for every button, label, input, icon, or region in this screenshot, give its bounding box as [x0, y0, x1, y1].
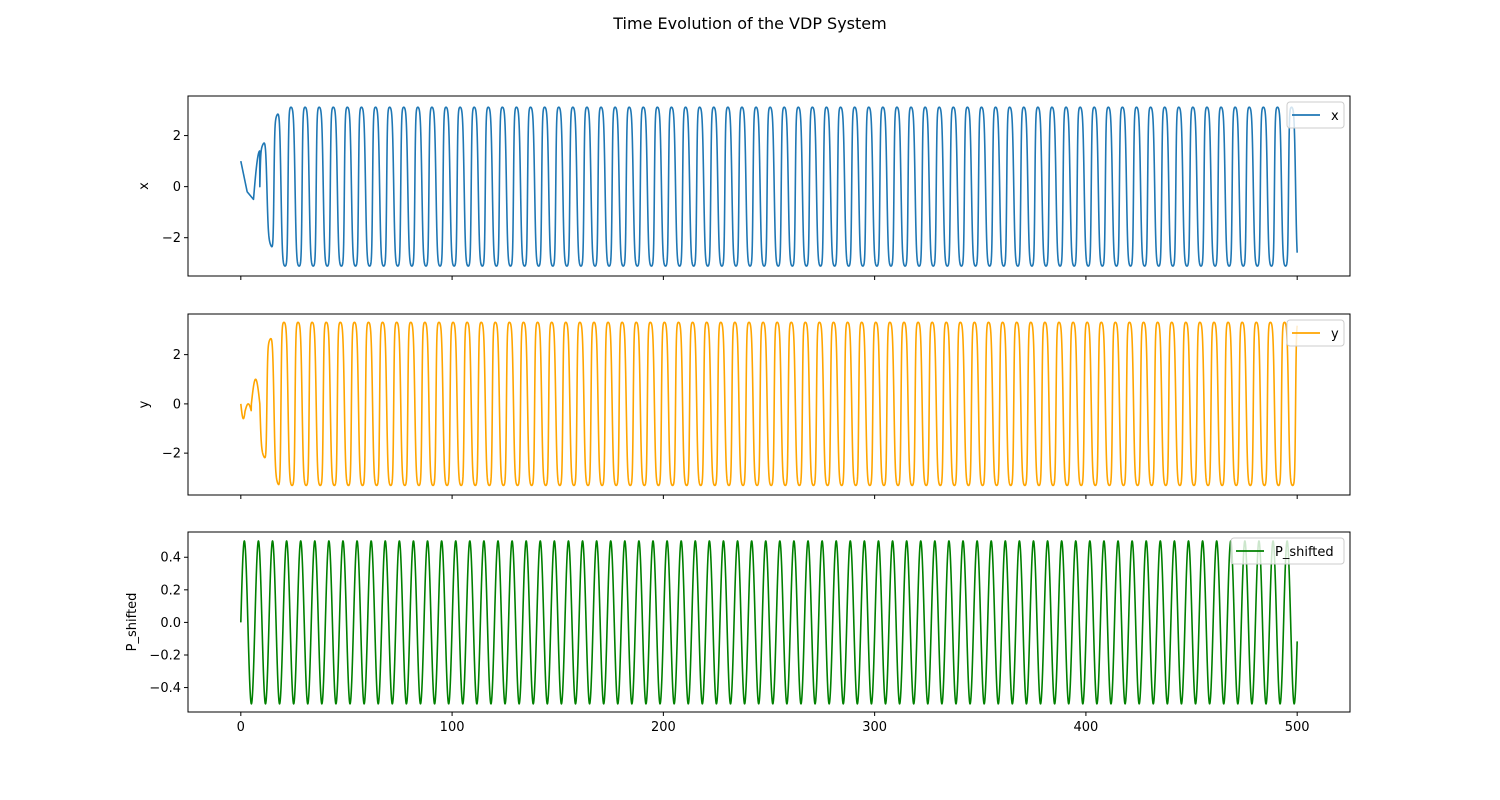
- series-line-p-shifted: [240, 540, 1298, 705]
- series-line-y: [240, 321, 1298, 487]
- y-tick-label: 0: [173, 397, 181, 412]
- axes-frame: [187, 95, 1351, 277]
- subplot-2: −2 0 2 y y: [137, 313, 1351, 499]
- y-axis-label: y: [137, 400, 152, 408]
- subplot-3: 0 100 200 300 400 500 −0.4 −0.2 0.0 0.2 0.4 P_shift…: [125, 531, 1351, 735]
- x-tick-label: 500: [1285, 720, 1310, 735]
- x-tick-label: 100: [440, 720, 465, 735]
- subplot-1: −2 0 2 x x: [137, 95, 1351, 280]
- y-tick-label: −2: [162, 231, 181, 246]
- y-tick-label: −0.4: [149, 681, 181, 696]
- y-tick-label: 0.2: [160, 583, 181, 598]
- x-tick-label: 300: [862, 720, 887, 735]
- y-axis-label: x: [137, 182, 152, 190]
- series-line-x: [240, 106, 1298, 267]
- legend-box: [1230, 537, 1345, 565]
- y-tick-label: 0: [173, 180, 181, 195]
- x-tick-label: 0: [237, 720, 245, 735]
- y-axis-label: P_shifted: [125, 593, 140, 652]
- y-tick-label: −2: [162, 447, 181, 462]
- y-tick-label: 0.0: [160, 616, 181, 631]
- legend-label: x: [1331, 109, 1339, 124]
- y-tick-label: 0.4: [160, 551, 181, 566]
- y-tick-label: −0.2: [149, 648, 181, 663]
- y-tick-label: 2: [173, 348, 181, 363]
- y-tick-label: 2: [173, 129, 181, 144]
- legend: y: [1286, 319, 1345, 347]
- legend: P_shifted: [1230, 537, 1345, 565]
- legend-label: P_shifted: [1275, 545, 1334, 560]
- legend-label: y: [1331, 327, 1339, 342]
- legend: x: [1286, 101, 1345, 129]
- figure-title: Time Evolution of the VDP System: [612, 14, 886, 33]
- x-tick-label: 400: [1073, 720, 1098, 735]
- axes-frame: [187, 313, 1351, 496]
- x-tick-label: 200: [651, 720, 676, 735]
